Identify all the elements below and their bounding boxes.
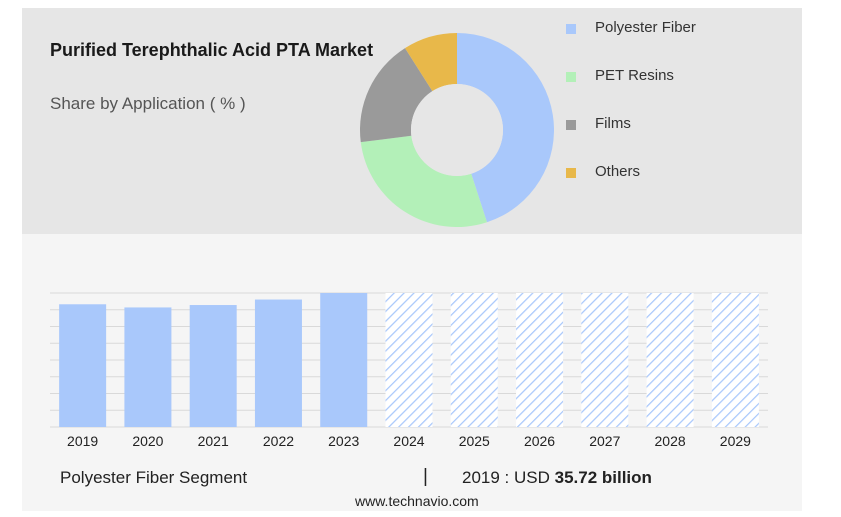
legend-label: Films — [595, 115, 631, 132]
legend-swatch — [566, 120, 576, 130]
bar-2019 — [59, 304, 107, 427]
forecast-bar-2024 — [385, 293, 433, 427]
legend-label: PET Resins — [595, 67, 674, 84]
donut-hole — [411, 84, 503, 176]
legend-item-polyester-fiber: Polyester Fiber — [566, 18, 766, 40]
x-tick-label-2021: 2021 — [198, 433, 229, 449]
chart-title: Purified Terephthalic Acid PTA Market — [50, 40, 374, 60]
forecast-bar-2027 — [581, 293, 629, 427]
x-tick-label-2023: 2023 — [328, 433, 359, 449]
x-tick-label-2027: 2027 — [589, 433, 620, 449]
bar-chart: 2019 2020 2021 2022 2023 2024 2025 2026 2027 2028… — [50, 292, 768, 449]
x-tick-label-2026: 2026 — [524, 433, 555, 449]
x-tick-label-2019: 2019 — [67, 433, 98, 449]
donut-slice-films — [360, 48, 433, 143]
legend-item-pet-resins: PET Resins — [566, 66, 766, 88]
legend-swatch — [566, 72, 576, 82]
chart-subtitle: Share by Application ( % ) — [50, 94, 246, 113]
legend-swatch — [566, 24, 576, 34]
donut-slice-pet-resins — [360, 135, 487, 227]
forecast-bar-2029 — [711, 293, 759, 427]
bar-2023 — [320, 293, 368, 427]
bar-2022 — [254, 299, 302, 427]
source-link[interactable]: www.technavio.com — [355, 493, 479, 509]
legend-item-films: Films — [566, 114, 766, 136]
donut-slice-polyester-fiber — [457, 33, 554, 223]
segment-label: Polyester Fiber Segment — [60, 468, 248, 487]
forecast-bar-2028 — [646, 293, 694, 427]
x-tick-label-2025: 2025 — [459, 433, 490, 449]
bar-2020 — [124, 307, 172, 427]
forecast-bar-2026 — [516, 293, 564, 427]
donut-slice-others — [405, 33, 457, 92]
legend-label: Others — [595, 163, 641, 180]
footer-divider: | — [423, 466, 428, 487]
segment-value: 2019 : USD 35.72 billion — [462, 468, 652, 488]
x-tick-label-2028: 2028 — [655, 433, 686, 449]
legend-swatch — [566, 168, 576, 178]
value-amount: 35.72 billion — [554, 468, 652, 487]
bar-2021 — [189, 305, 237, 427]
x-tick-label-2029: 2029 — [720, 433, 751, 449]
value-prefix: 2019 : USD — [462, 468, 555, 487]
legend-item-others: Others — [566, 162, 766, 184]
x-tick-label-2020: 2020 — [132, 433, 163, 449]
legend-label: Polyester Fiber — [595, 19, 696, 36]
donut-chart — [360, 33, 554, 227]
forecast-bar-2025 — [450, 293, 498, 427]
x-tick-label-2022: 2022 — [263, 433, 294, 449]
x-tick-label-2024: 2024 — [393, 433, 424, 449]
